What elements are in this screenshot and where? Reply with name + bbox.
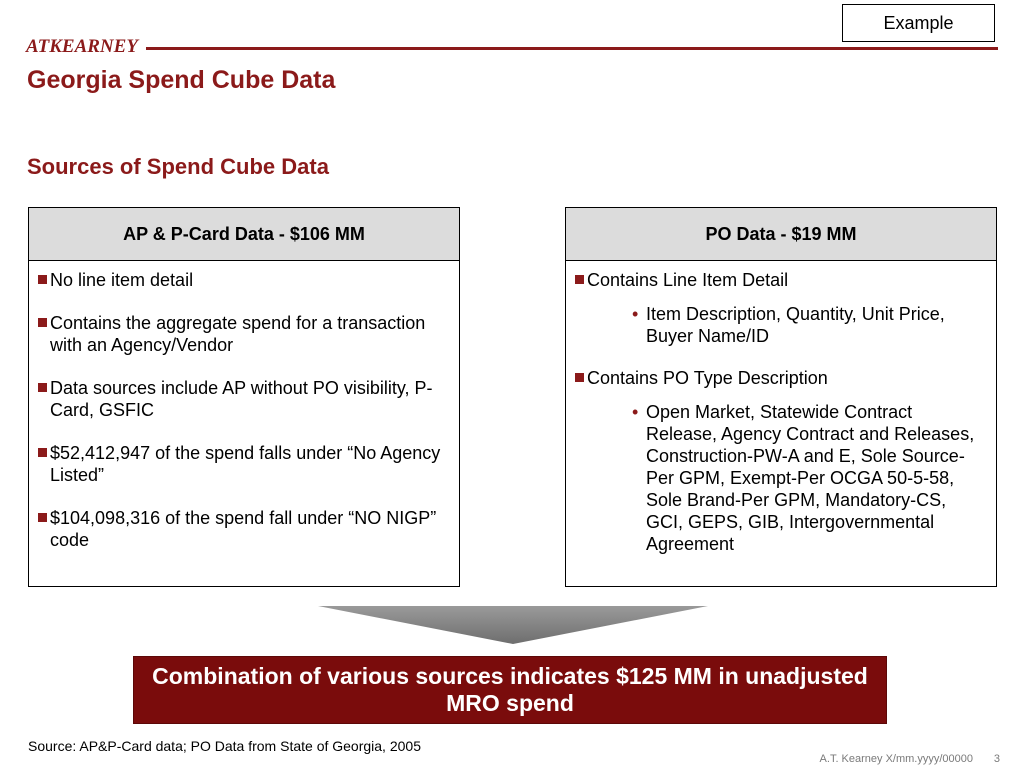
list-item: Contains Line Item Detail • Item Descrip… (574, 269, 988, 347)
square-bullet-icon (38, 513, 47, 522)
po-data-panel-title: PO Data - $19 MM (705, 223, 857, 244)
source-note: Source: AP&P-Card data; PO Data from Sta… (28, 738, 421, 754)
sub-list-item-text: Open Market, Statewide Contract Release,… (646, 402, 975, 554)
dot-bullet-icon: • (632, 402, 639, 422)
square-bullet-icon (38, 275, 47, 284)
list-item: $52,412,947 of the spend falls under “No… (37, 442, 451, 486)
summary-callout-text: Combination of various sources indicates… (152, 663, 868, 716)
square-bullet-icon (575, 373, 584, 382)
page-number: 3 (993, 753, 1000, 765)
sub-list-item: • Item Description, Quantity, Unit Price… (587, 303, 988, 347)
list-item-text: $52,412,947 of the spend falls under “No… (50, 443, 441, 485)
ap-pcard-panel-title: AP & P-Card Data - $106 MM (123, 223, 365, 244)
list-item: Contains the aggregate spend for a trans… (37, 312, 451, 356)
header-rule (146, 47, 998, 50)
po-data-panel: PO Data - $19 MM Contains Line Item Deta… (565, 207, 997, 587)
summary-callout: Combination of various sources indicates… (133, 656, 887, 724)
po-data-panel-header: PO Data - $19 MM (566, 208, 996, 261)
list-item-text: Data sources include AP without PO visib… (50, 378, 433, 420)
list-item-text: $104,098,316 of the spend fall under “NO… (50, 508, 437, 550)
list-item: No line item detail (37, 269, 451, 291)
list-item: Contains PO Type Description • Open Mark… (574, 367, 988, 555)
square-bullet-icon (38, 318, 47, 327)
list-item-text: No line item detail (50, 270, 194, 290)
list-item-text: Contains Line Item Detail (587, 270, 789, 290)
list-item-text: Contains PO Type Description (587, 368, 828, 388)
list-item-text: Contains the aggregate spend for a trans… (50, 313, 426, 355)
example-tag: Example (842, 4, 995, 42)
square-bullet-icon (38, 448, 47, 457)
sub-list-item-text: Item Description, Quantity, Unit Price, … (646, 304, 945, 346)
square-bullet-icon (38, 383, 47, 392)
po-data-panel-body: Contains Line Item Detail • Item Descrip… (566, 261, 996, 555)
footer-reference: A.T. Kearney X/mm.yyyy/00000 (819, 753, 973, 765)
sub-list-item: • Open Market, Statewide Contract Releas… (587, 401, 988, 555)
page-title: Georgia Spend Cube Data (27, 66, 336, 94)
list-item: $104,098,316 of the spend fall under “NO… (37, 507, 451, 551)
dot-bullet-icon: • (632, 304, 639, 324)
down-arrow-icon (318, 606, 708, 644)
list-item: Data sources include AP without PO visib… (37, 377, 451, 421)
ap-pcard-panel-body: No line item detail Contains the aggrega… (29, 261, 459, 551)
ap-pcard-panel: AP & P-Card Data - $106 MM No line item … (28, 207, 460, 587)
atkearney-logo: ATKEARNEY (26, 36, 138, 57)
square-bullet-icon (575, 275, 584, 284)
section-subtitle: Sources of Spend Cube Data (27, 154, 329, 179)
ap-pcard-panel-header: AP & P-Card Data - $106 MM (29, 208, 459, 261)
example-tag-label: Example (883, 12, 954, 33)
